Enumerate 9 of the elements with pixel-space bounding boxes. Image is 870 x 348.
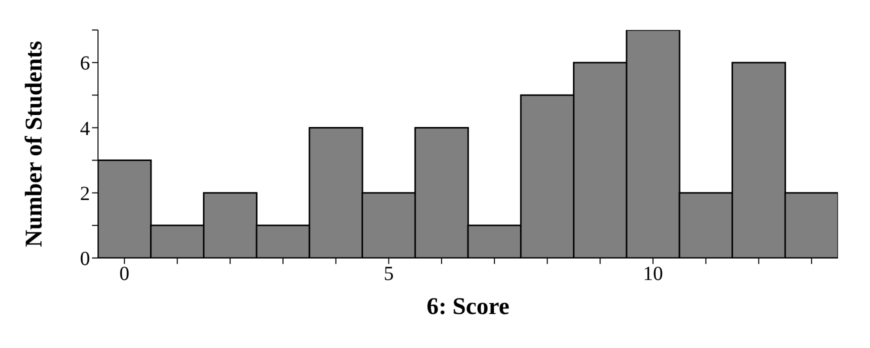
y-axis-title: Number of Students	[22, 40, 48, 248]
x-tick-label: 0	[119, 263, 130, 286]
y-tick-label: 6	[80, 52, 90, 75]
x-tick-label: 10	[643, 263, 663, 286]
y-tick-label: 0	[80, 248, 90, 270]
x-tick-label: 5	[384, 263, 394, 286]
x-axis-title: 6: Score	[426, 294, 510, 320]
y-tick-label: 4	[80, 118, 90, 140]
y-tick-label: 2	[80, 182, 90, 205]
